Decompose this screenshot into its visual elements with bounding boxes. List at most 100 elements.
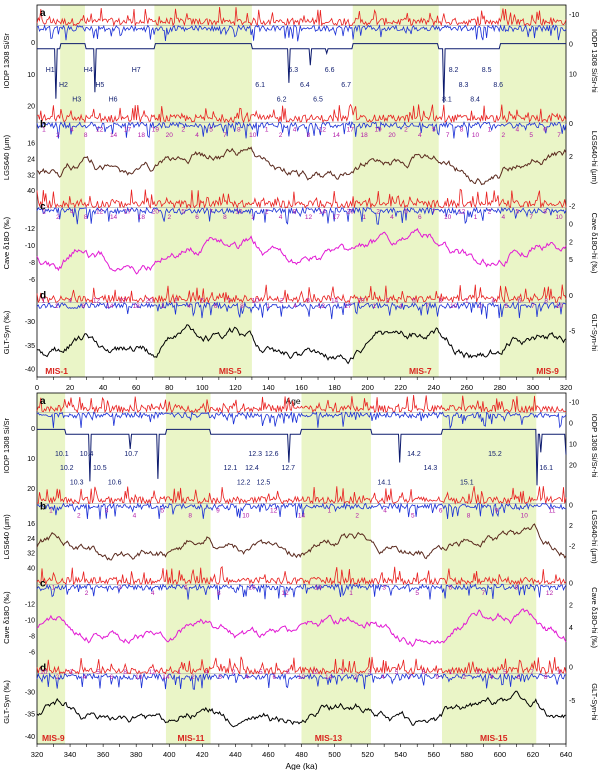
peak-label-0-b-7: 18	[138, 132, 146, 139]
peak-label-1-c-15: 12	[546, 590, 554, 597]
peak-label-1-b-6: 9	[216, 507, 220, 514]
hi-positive-series-1-a	[36, 394, 567, 414]
peak-label-1-d-16: 5	[259, 669, 263, 676]
x-tick-label-0-24: 240	[427, 383, 440, 392]
peak-label-0-c-27: 6	[418, 214, 422, 221]
panel-letter-0-d: d	[40, 291, 46, 302]
peak-label-0-b-22: 17	[347, 126, 355, 133]
y-tick-left-1-d-2: -40	[25, 734, 35, 741]
peak-label-1-b-2: 3	[105, 507, 109, 514]
peak-label-0-b-32: 1	[488, 126, 492, 133]
x-tick-label-1-16: 480	[295, 750, 308, 759]
peak-label-1-d-27: 7	[408, 674, 412, 681]
mis-band-1-0	[37, 393, 66, 744]
peak-label-1-b-1: 2	[77, 513, 81, 520]
x-tick-label-0-16: 160	[295, 383, 308, 392]
y-tick-left-1-c-3: -6	[29, 649, 35, 656]
peak-label-0-b-34: 4	[515, 126, 519, 133]
event-label-1-12: 12.6	[265, 451, 279, 458]
record-series-1-b	[36, 523, 567, 561]
x-tick-label-1-2: 340	[64, 750, 77, 759]
y-tick-left-0-b-0: 16	[27, 141, 35, 148]
peak-label-1-d-26: 5	[395, 669, 399, 676]
y-tick-left-1-b-1: 24	[27, 536, 35, 543]
event-label-1-2: 10.3	[70, 479, 84, 486]
peak-label-0-d-30: 8	[439, 298, 443, 305]
x-tick-label-1-18: 500	[328, 750, 341, 759]
x-tick-label-1-32: 640	[560, 750, 573, 759]
y-tick-left-0-b-3: 40	[27, 188, 35, 195]
peak-label-1-c-12: 6	[448, 585, 452, 592]
event-label-0-13: 6.7	[341, 82, 351, 89]
x-tick-label-0-14: 140	[262, 383, 275, 392]
y-tick-right-0-a-1: 0	[569, 42, 573, 49]
peak-label-1-d-37: 8	[544, 674, 548, 681]
y-tick-right-0-c-2: 2	[569, 239, 573, 246]
peak-label-1-d-29: 9	[435, 674, 439, 681]
event-label-1-15: 14.2	[407, 451, 421, 458]
x-tick-label-1-20: 520	[361, 750, 374, 759]
peak-label-1-d-38: 9	[557, 669, 561, 676]
peak-label-0-c-32: 2	[488, 208, 492, 215]
peak-label-1-d-10: 1	[178, 669, 182, 676]
x-tick-label-1-12: 440	[229, 750, 242, 759]
x-tick-label-0-10: 100	[196, 383, 209, 392]
x-tick-label-0-6: 60	[132, 383, 140, 392]
mis-label-0-1: MIS-5	[219, 366, 242, 376]
peak-label-0-b-26: 2	[404, 126, 408, 133]
y-tick-left-0-d-0: -30	[25, 319, 35, 326]
hi-positive-series-0-a	[36, 6, 567, 27]
peak-label-0-d-4: 12	[93, 298, 101, 305]
peak-label-0-d-18: 2	[280, 298, 284, 305]
peak-label-1-c-8: 14	[314, 585, 322, 592]
mis-label-1-1: MIS-11	[178, 733, 205, 743]
peak-label-0-c-2: 4	[70, 208, 74, 215]
peak-label-1-d-5: 6	[110, 674, 114, 681]
y-axis-right-label-0-c: Cave δ18O-hi (‰)	[590, 213, 599, 274]
x-tick-label-0-0: 0	[35, 383, 39, 392]
peak-label-0-d-0: 1	[42, 298, 46, 305]
peak-label-0-d-3: 8	[81, 303, 85, 310]
event-label-0-10: 6.4	[300, 82, 310, 89]
hi-negative-series-1-d	[36, 672, 567, 690]
mis-band-0-1	[154, 5, 252, 377]
peak-label-1-d-31: 2	[462, 674, 466, 681]
peak-label-0-c-26: 5	[404, 208, 408, 215]
peak-label-0-d-33: 2	[478, 303, 482, 310]
y-axis-right-label-0-a: IODP 1308 Si/Sr-hi	[590, 29, 599, 93]
peak-label-0-c-5: 14	[110, 214, 118, 221]
peak-label-0-d-34: 4	[491, 298, 495, 305]
hi-negative-series-1-a	[36, 410, 567, 430]
peak-label-1-b-14: 6	[439, 507, 443, 514]
peak-label-0-b-27: 4	[418, 132, 422, 139]
y-tick-right-0-b-0: 0	[569, 121, 573, 128]
peak-label-0-d-2: 4	[68, 298, 72, 305]
peak-label-0-b-33: 2	[502, 132, 506, 139]
peak-label-0-c-6: 17	[124, 208, 132, 215]
peak-label-0-c-36: 8	[543, 208, 547, 215]
peak-label-0-c-18: 8	[293, 208, 297, 215]
panel-letter-1-d: d	[40, 663, 46, 674]
y-tick-right-0-c-3: 5	[569, 257, 573, 264]
peak-label-1-c-9: 1	[349, 590, 353, 597]
event-label-1-9: 12.3	[248, 451, 262, 458]
peak-label-0-b-30: 8	[460, 126, 464, 133]
peak-label-1-b-7: 10	[242, 513, 250, 520]
event-label-0-8: 6.2	[277, 97, 287, 104]
peak-label-0-c-4: 12	[96, 208, 104, 215]
peak-label-0-d-20: 8	[306, 298, 310, 305]
peak-label-1-d-25: 4	[381, 674, 385, 681]
peak-label-1-d-4: 5	[96, 669, 100, 676]
y-tick-right-1-a-2: 10	[569, 442, 577, 449]
peak-label-1-d-1: 2	[56, 674, 60, 681]
y-tick-left-0-a-2: 20	[27, 103, 35, 110]
hi-negative-series-0-d	[36, 301, 567, 320]
y-tick-left-1-a-1: 10	[27, 456, 35, 463]
y-tick-left-1-b-0: 16	[27, 521, 35, 528]
hi-positive-series-0-d	[36, 284, 567, 304]
y-axis-right-label-1-c: Cave δ18O-hi (‰)	[590, 587, 599, 648]
peak-label-0-c-11: 6	[195, 214, 199, 221]
y-tick-left-1-d-1: -35	[25, 712, 35, 719]
y-tick-right-1-a-3: 20	[569, 463, 577, 470]
y-axis-left-label-1-c: Cave δ18O (‰)	[2, 591, 11, 644]
